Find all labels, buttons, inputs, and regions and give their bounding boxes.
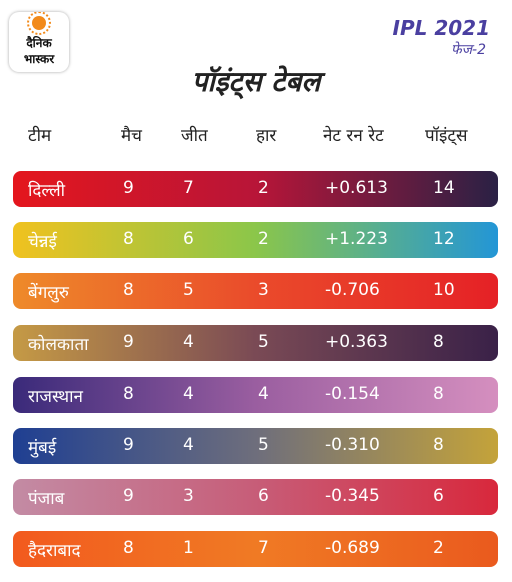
nrr-cell: +0.613 bbox=[325, 178, 388, 198]
nrr-cell: -0.689 bbox=[325, 538, 380, 558]
header-team: टीम bbox=[28, 126, 52, 146]
team-name: दिल्ली bbox=[28, 181, 66, 201]
nrr-cell: +1.223 bbox=[325, 229, 388, 249]
nrr-cell: -0.310 bbox=[325, 435, 380, 455]
header-nrr: नेट रन रेट bbox=[323, 126, 384, 146]
table-header: टीम मैच जीत हार नेट रन रेट पॉइंट्स bbox=[0, 123, 512, 153]
dainik-bhaskar-logo: दैनिक भास्कर bbox=[9, 12, 69, 72]
lost-cell: 7 bbox=[258, 538, 269, 558]
logo-line-1: दैनिक bbox=[26, 36, 52, 50]
header-lost: हार bbox=[256, 126, 277, 146]
table-row: चेन्नई 8 6 2 +1.223 12 bbox=[13, 222, 498, 258]
points-cell: 8 bbox=[433, 332, 444, 352]
nrr-cell: -0.345 bbox=[325, 486, 380, 506]
header-matches: मैच bbox=[121, 126, 142, 146]
lost-cell: 3 bbox=[258, 280, 269, 300]
points-cell: 8 bbox=[433, 384, 444, 404]
logo-line-2: भास्कर bbox=[23, 52, 55, 66]
table-row: मुंबई 9 4 5 -0.310 8 bbox=[13, 428, 498, 464]
team-name: राजस्थान bbox=[28, 387, 83, 407]
matches-cell: 9 bbox=[123, 435, 134, 455]
team-name: मुंबई bbox=[28, 438, 57, 458]
header-won: जीत bbox=[181, 126, 208, 146]
lost-cell: 2 bbox=[258, 178, 269, 198]
points-cell: 14 bbox=[433, 178, 455, 198]
table-row: दिल्ली 9 7 2 +0.613 14 bbox=[13, 171, 498, 207]
header-points: पॉइंट्स bbox=[425, 126, 468, 146]
lost-cell: 4 bbox=[258, 384, 269, 404]
points-cell: 12 bbox=[433, 229, 455, 249]
nrr-cell: -0.154 bbox=[325, 384, 380, 404]
matches-cell: 8 bbox=[123, 229, 134, 249]
table-row: राजस्थान 8 4 4 -0.154 8 bbox=[13, 377, 498, 413]
table-row: हैदराबाद 8 1 7 -0.689 2 bbox=[13, 531, 498, 567]
team-name: पंजाब bbox=[28, 489, 65, 509]
lost-cell: 5 bbox=[258, 332, 269, 352]
matches-cell: 8 bbox=[123, 384, 134, 404]
nrr-cell: -0.706 bbox=[325, 280, 380, 300]
matches-cell: 8 bbox=[123, 538, 134, 558]
page-title: पॉइंट्स टेबल bbox=[191, 65, 321, 98]
won-cell: 7 bbox=[183, 178, 194, 198]
points-cell: 2 bbox=[433, 538, 444, 558]
ipl-badge-title: IPL 2021 bbox=[392, 16, 490, 40]
nrr-cell: +0.363 bbox=[325, 332, 388, 352]
ipl-badge-phase: फेज-2 bbox=[450, 42, 486, 58]
points-cell: 6 bbox=[433, 486, 444, 506]
table-row: पंजाब 9 3 6 -0.345 6 bbox=[13, 479, 498, 515]
lost-cell: 5 bbox=[258, 435, 269, 455]
lost-cell: 2 bbox=[258, 229, 269, 249]
points-cell: 10 bbox=[433, 280, 455, 300]
matches-cell: 9 bbox=[123, 178, 134, 198]
won-cell: 4 bbox=[183, 332, 194, 352]
table-row: बेंगलुरु 8 5 3 -0.706 10 bbox=[13, 273, 498, 309]
matches-cell: 9 bbox=[123, 486, 134, 506]
won-cell: 6 bbox=[183, 229, 194, 249]
table-row: कोलकाता 9 4 5 +0.363 8 bbox=[13, 325, 498, 361]
team-name: हैदराबाद bbox=[28, 541, 81, 561]
won-cell: 1 bbox=[183, 538, 194, 558]
lost-cell: 6 bbox=[258, 486, 269, 506]
won-cell: 3 bbox=[183, 486, 194, 506]
matches-cell: 9 bbox=[123, 332, 134, 352]
won-cell: 4 bbox=[183, 435, 194, 455]
won-cell: 5 bbox=[183, 280, 194, 300]
sun-icon bbox=[27, 12, 51, 35]
team-name: चेन्नई bbox=[28, 232, 57, 252]
team-name: बेंगलुरु bbox=[28, 283, 69, 303]
matches-cell: 8 bbox=[123, 280, 134, 300]
won-cell: 4 bbox=[183, 384, 194, 404]
team-name: कोलकाता bbox=[28, 335, 89, 355]
points-cell: 8 bbox=[433, 435, 444, 455]
ipl-badge: IPL 2021 फेज-2 bbox=[393, 16, 494, 62]
